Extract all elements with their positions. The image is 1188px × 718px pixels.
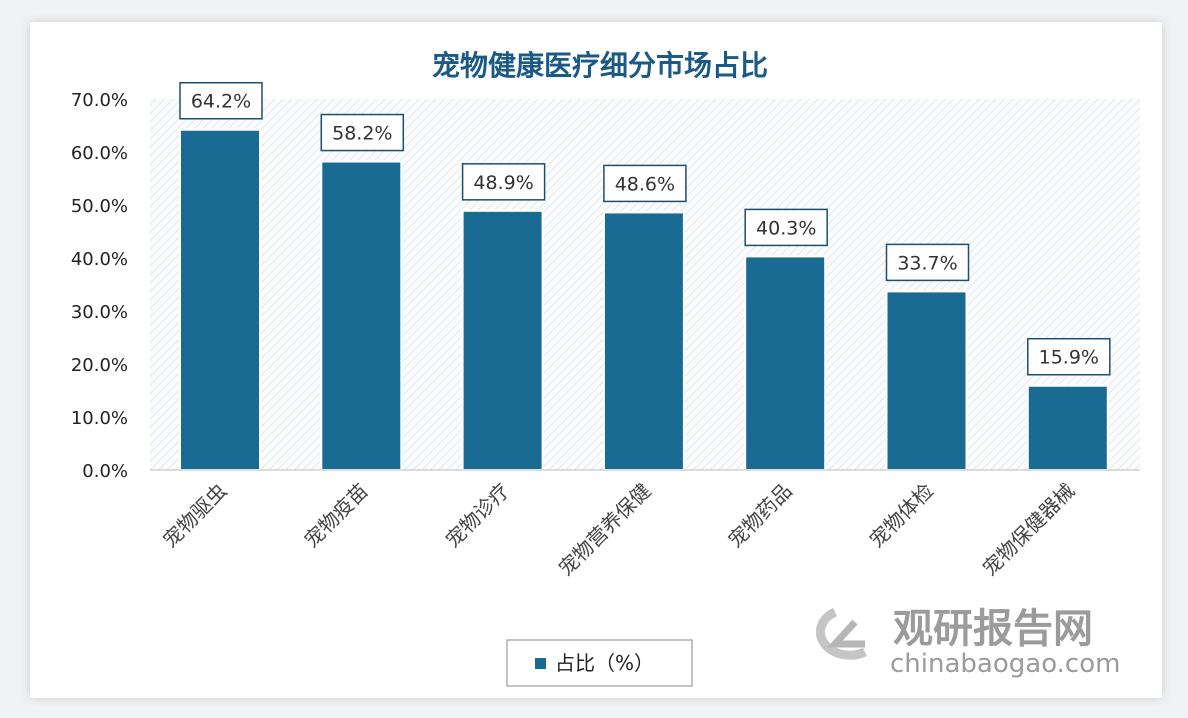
data-label: 48.9% [473, 172, 533, 194]
x-tick-label: 宠物药品 [723, 479, 797, 553]
data-label-box [744, 208, 828, 247]
watermark-logo-icon [815, 607, 867, 660]
x-tick-label: 宠物诊疗 [441, 479, 515, 553]
y-tick-label: 10.0% [71, 408, 128, 429]
data-label-box [1027, 337, 1111, 376]
legend: 占比（%） [506, 639, 693, 687]
bar [320, 160, 403, 471]
watermark: 观研报告网 chinabaogao.com [815, 606, 1120, 679]
x-tick-label: 宠物体检 [864, 479, 938, 553]
bar [885, 290, 968, 472]
chart-title: 宠物健康医疗细分市场占比 [432, 49, 768, 82]
y-tick-label: 20.0% [71, 355, 128, 376]
y-tick-label: 70.0% [71, 90, 128, 111]
data-label-box [320, 113, 405, 152]
data-label-box [179, 81, 263, 120]
data-label: 33.7% [897, 252, 957, 274]
data-label: 15.9% [1039, 347, 1099, 369]
bar [602, 211, 685, 471]
x-tick-label: 宠物保健器械 [978, 479, 1080, 581]
data-label: 58.2% [332, 123, 392, 145]
legend-label: 占比（%） [555, 651, 654, 675]
bar [1026, 384, 1109, 472]
data-label-box [603, 164, 687, 203]
bar [744, 255, 827, 471]
bar [179, 128, 261, 472]
data-label-box [461, 163, 546, 201]
x-tick-label: 宠物疫苗 [299, 479, 373, 553]
data-label: 64.2% [191, 91, 251, 113]
data-label: 48.6% [615, 173, 675, 195]
x-tick-label: 宠物营养保健 [554, 479, 656, 581]
y-tick-label: 50.0% [71, 196, 128, 217]
y-tick-label: 40.0% [71, 249, 128, 270]
bar [461, 209, 544, 472]
y-tick-label: 0.0% [82, 461, 128, 482]
data-label-box [885, 243, 970, 282]
y-tick-label: 30.0% [71, 302, 128, 323]
legend-swatch [535, 658, 546, 669]
watermark-url: chinabaogao.com [890, 649, 1120, 679]
data-label: 40.3% [756, 217, 816, 239]
x-tick-label: 宠物驱虫 [158, 479, 232, 553]
y-tick-label: 60.0% [71, 143, 128, 164]
watermark-name: 观研报告网 [893, 606, 1093, 652]
